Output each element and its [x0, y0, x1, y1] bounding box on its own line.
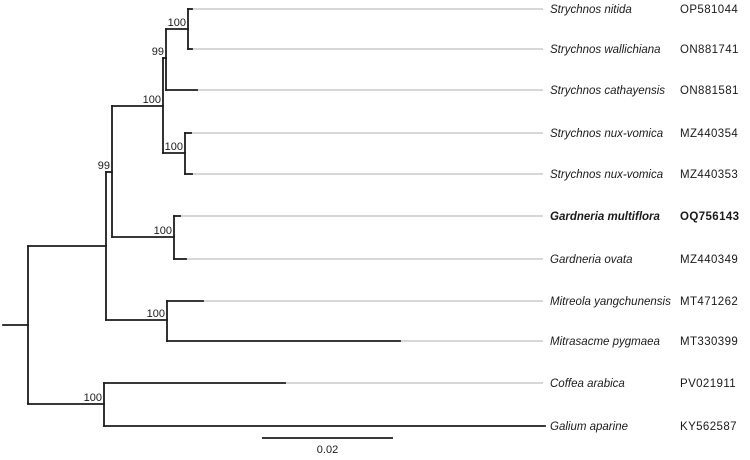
taxon-label: Gardneria ovata [550, 254, 632, 266]
accession-label: MZ440353 [680, 169, 738, 181]
taxon-label: Strychnos nux-vomica [550, 169, 663, 181]
bootstrap-value: 100 [168, 17, 186, 29]
bootstrap-value: 100 [84, 392, 102, 404]
accession-label: MZ440349 [680, 254, 738, 266]
accession-label: MZ440354 [680, 128, 738, 140]
accession-label: ON881741 [680, 44, 739, 56]
taxon-label: Strychnos nitida [550, 4, 632, 16]
guide-lines-layer [180, 8, 543, 384]
taxon-label: Strychnos cathayensis [550, 85, 665, 97]
taxon-label: Strychnos wallichiana [550, 44, 661, 56]
taxon-label: Galium aparine [550, 421, 628, 433]
scale-bar-label: 0.02 [317, 444, 338, 455]
branches-layer [2, 8, 546, 427]
labels-layer: Strychnos nitida OP581044 Strychnos wallic… [84, 4, 739, 433]
bootstrap-value: 100 [143, 94, 161, 106]
taxon-label: Mitrasacme pygmaea [550, 336, 660, 348]
bootstrap-value: 99 [152, 46, 164, 58]
taxon-label: Strychnos nux-vomica [550, 128, 663, 140]
accession-label: OP581044 [680, 4, 738, 16]
accession-label: MT330399 [680, 336, 738, 348]
bootstrap-value: 100 [154, 225, 172, 237]
taxon-label: Gardneria multiflora [550, 211, 661, 223]
bootstrap-value: 100 [165, 141, 183, 153]
accession-label: KY562587 [680, 421, 737, 433]
scale-bar-group: 0.02 [262, 437, 393, 456]
accession-label: MT471262 [680, 296, 738, 308]
bootstrap-value: 99 [98, 160, 110, 172]
accession-label: OQ756143 [680, 211, 739, 223]
accession-label: PV021911 [680, 378, 736, 390]
bootstrap-value: 100 [147, 308, 165, 320]
accession-label: ON881581 [680, 85, 739, 97]
taxon-label: Mitreola yangchunensis [550, 296, 671, 308]
taxon-label: Coffea arabica [550, 378, 625, 390]
